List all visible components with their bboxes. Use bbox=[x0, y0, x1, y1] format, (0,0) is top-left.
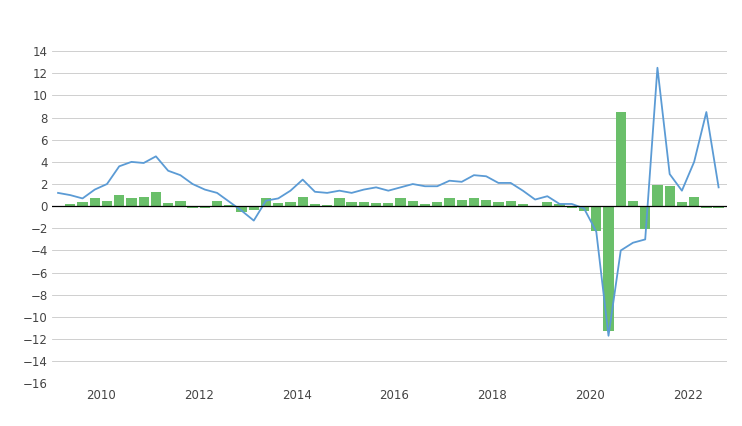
Bar bbox=[139, 197, 149, 206]
Bar bbox=[371, 203, 381, 206]
Bar bbox=[200, 206, 210, 208]
Bar bbox=[542, 202, 553, 206]
Bar bbox=[322, 205, 332, 206]
Bar bbox=[505, 201, 516, 206]
Bar bbox=[518, 204, 528, 206]
Bar bbox=[224, 205, 234, 206]
Bar bbox=[286, 202, 295, 206]
Bar bbox=[407, 201, 418, 206]
Bar bbox=[395, 199, 406, 206]
Bar bbox=[665, 186, 674, 206]
Bar bbox=[249, 206, 259, 210]
Bar bbox=[175, 201, 186, 206]
Bar bbox=[163, 203, 174, 206]
Bar bbox=[432, 202, 442, 206]
Bar bbox=[90, 199, 100, 206]
Bar bbox=[689, 197, 699, 206]
Bar bbox=[310, 204, 320, 206]
Bar bbox=[383, 203, 393, 206]
Bar bbox=[65, 204, 76, 206]
Bar bbox=[444, 199, 455, 206]
Bar bbox=[77, 202, 88, 206]
Bar bbox=[298, 197, 308, 206]
Bar bbox=[456, 199, 467, 206]
Bar bbox=[114, 195, 125, 206]
Bar bbox=[628, 201, 638, 206]
Bar bbox=[554, 204, 565, 206]
Bar bbox=[151, 192, 161, 206]
Bar bbox=[126, 199, 137, 206]
Bar bbox=[677, 202, 687, 206]
Bar bbox=[102, 201, 112, 206]
Bar bbox=[358, 202, 369, 206]
Bar bbox=[493, 202, 504, 206]
Bar bbox=[714, 206, 723, 208]
Bar bbox=[603, 206, 614, 331]
Bar bbox=[579, 206, 589, 210]
Bar bbox=[188, 206, 198, 208]
Bar bbox=[616, 112, 626, 206]
Bar bbox=[481, 199, 491, 206]
Bar bbox=[347, 202, 357, 206]
Bar bbox=[212, 201, 222, 206]
Bar bbox=[567, 206, 577, 208]
Bar bbox=[334, 199, 344, 206]
Bar bbox=[273, 203, 283, 206]
Bar bbox=[237, 206, 246, 212]
Bar bbox=[591, 206, 602, 230]
Bar bbox=[261, 199, 271, 206]
Bar bbox=[701, 206, 712, 208]
Bar bbox=[652, 185, 663, 206]
Bar bbox=[469, 199, 479, 206]
Bar bbox=[420, 204, 430, 206]
Bar bbox=[640, 206, 650, 230]
